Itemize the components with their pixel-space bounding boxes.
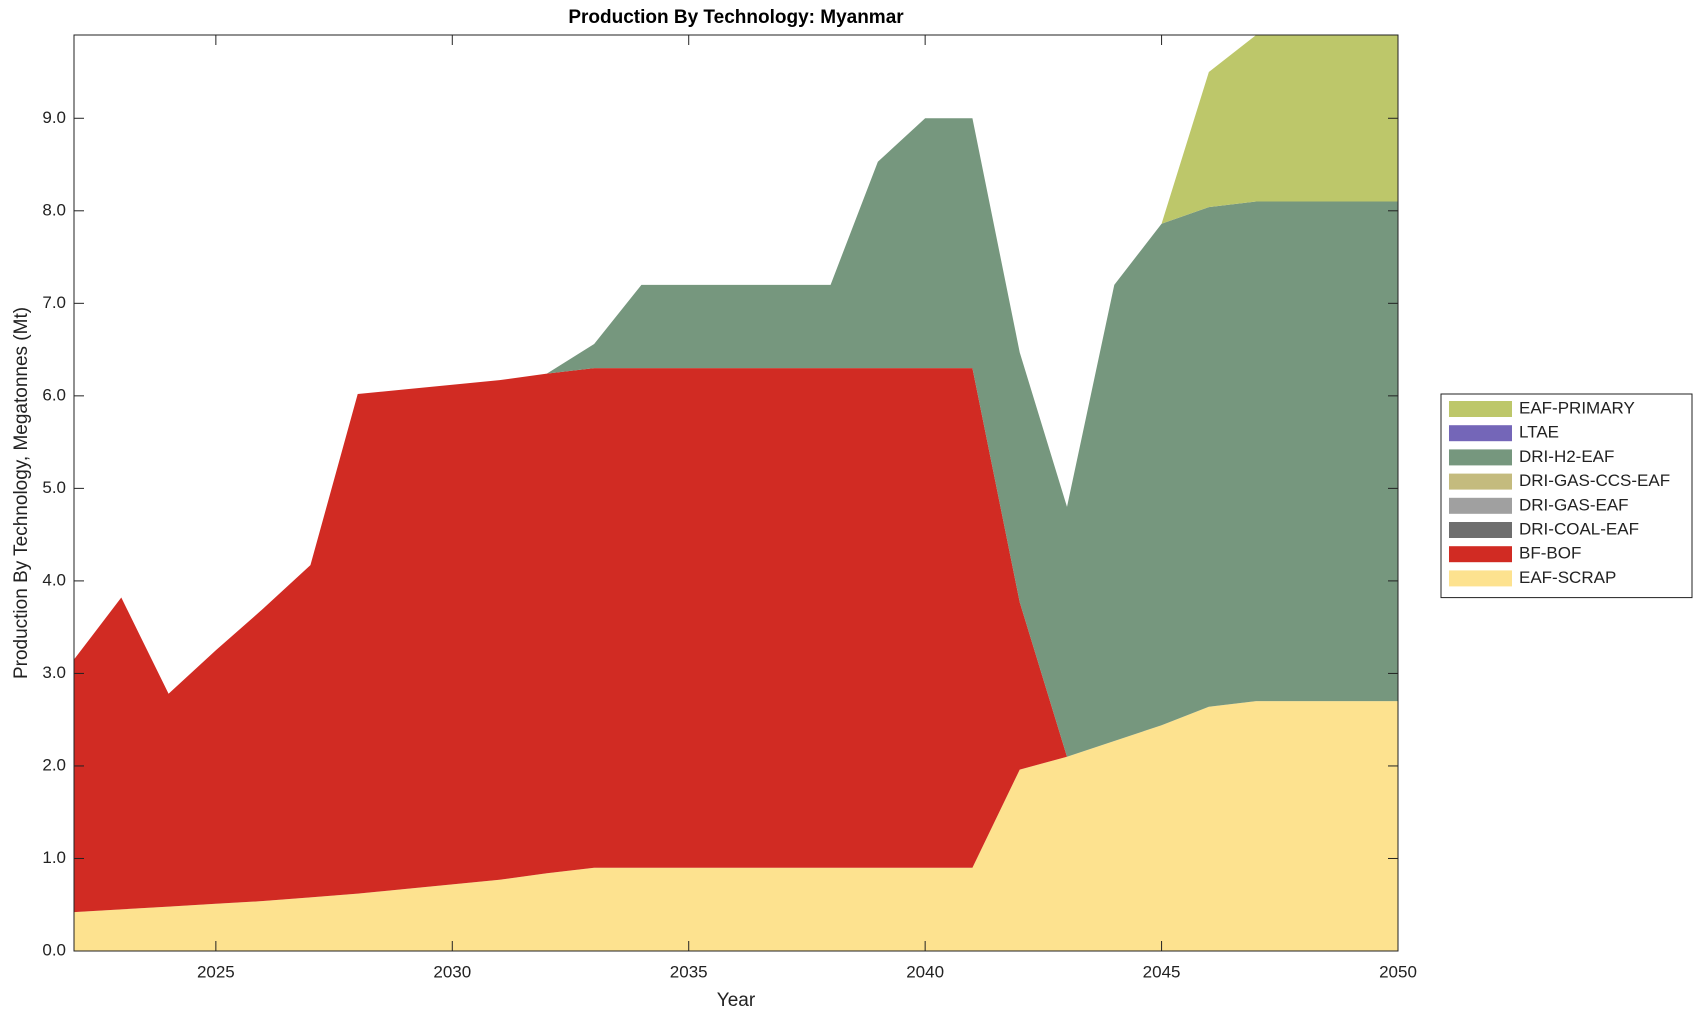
area (74, 368, 1398, 913)
plot-frame (73, 34, 1399, 952)
area (74, 35, 1398, 694)
y-axis-label: Production By Technology, Megatonnes (Mt… (11, 307, 32, 679)
legend-swatch (1449, 546, 1512, 563)
y-tick-label: 8.0 (42, 200, 66, 219)
legend-label: DRI-GAS-EAF (1519, 495, 1629, 514)
x-tick-label: 2025 (197, 962, 235, 981)
area (74, 118, 1398, 757)
y-tick-label: 2.0 (42, 755, 66, 774)
y-tick-label: 0.0 (42, 940, 66, 959)
chart-title: Production By Technology: Myanmar (568, 7, 904, 28)
y-tick-label: 1.0 (42, 848, 66, 867)
legend-label: EAF-SCRAP (1519, 568, 1616, 587)
legend-swatch (1449, 449, 1512, 466)
y-tick-label: 4.0 (42, 570, 66, 589)
plot-area (74, 35, 1398, 951)
legend-label: BF-BOF (1519, 544, 1581, 563)
x-tick-label: 2035 (670, 962, 708, 981)
x-axis-label: Year (717, 990, 756, 1011)
legend-box (1440, 393, 1693, 599)
legend-swatch (1449, 570, 1512, 587)
area (74, 701, 1398, 951)
y-tick-label: 5.0 (42, 478, 66, 497)
legend-swatch (1449, 425, 1512, 442)
legend-label: DRI-H2-EAF (1519, 447, 1614, 466)
x-tick-label: 2030 (433, 962, 471, 981)
x-tick-label: 2040 (906, 962, 944, 981)
y-tick-label: 6.0 (42, 385, 66, 404)
legend-label: LTAE (1519, 423, 1559, 442)
legend-swatch (1449, 401, 1512, 417)
y-tick-label: 3.0 (42, 663, 66, 682)
legend-swatch (1449, 522, 1512, 538)
legend-swatch (1449, 497, 1512, 514)
x-tick-label: 2045 (1143, 962, 1181, 981)
legend-swatch (1449, 473, 1512, 490)
y-tick-label: 9.0 (42, 108, 66, 127)
x-tick-label: 2050 (1379, 962, 1417, 981)
legend-label: EAF-PRIMARY (1519, 398, 1635, 417)
legend-label: DRI-GAS-CCS-EAF (1519, 471, 1670, 490)
legend-label: DRI-COAL-EAF (1519, 519, 1639, 538)
y-tick-label: 7.0 (42, 293, 66, 312)
